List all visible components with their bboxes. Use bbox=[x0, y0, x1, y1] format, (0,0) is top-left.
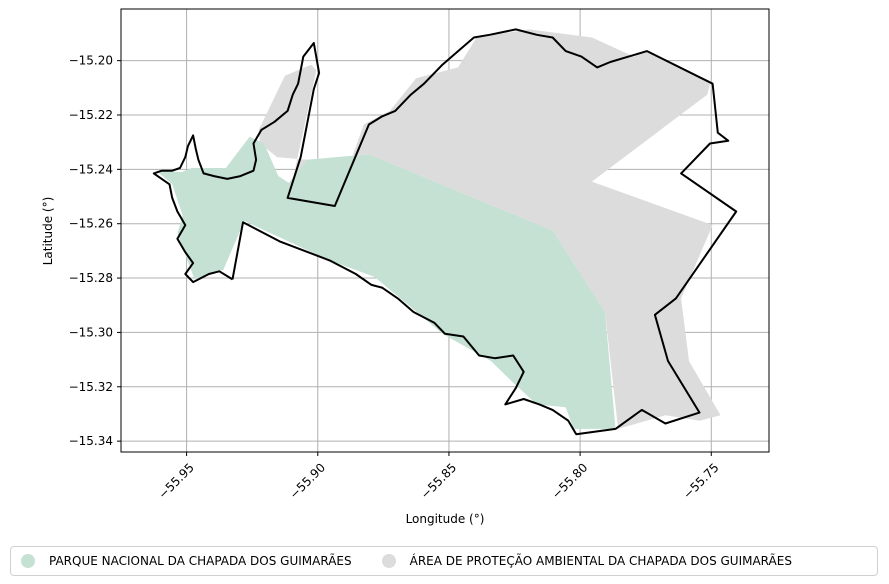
legend-marker-parque bbox=[21, 554, 35, 568]
y-tick-label: −15.20 bbox=[69, 54, 113, 68]
y-tick-label: −15.22 bbox=[69, 108, 113, 122]
y-tick-label: −15.26 bbox=[69, 217, 113, 231]
x-tick-label: −55.85 bbox=[418, 460, 459, 501]
legend: PARQUE NACIONAL DA CHAPADA DOS GUIMARÃES… bbox=[10, 546, 878, 576]
x-tick-label: −55.95 bbox=[156, 460, 197, 501]
y-axis-label: Latitude (°) bbox=[41, 197, 55, 266]
legend-item-apa: ÁREA DE PROTEÇÃO AMBIENTAL DA CHAPADA DO… bbox=[381, 554, 792, 568]
x-axis-label: Longitude (°) bbox=[406, 512, 485, 526]
legend-marker-apa bbox=[381, 554, 396, 568]
legend-label-apa: ÁREA DE PROTEÇÃO AMBIENTAL DA CHAPADA DO… bbox=[409, 554, 792, 568]
x-tick-label: −55.75 bbox=[680, 460, 721, 501]
x-tick-label: −55.90 bbox=[287, 460, 328, 501]
y-axis: −15.20 −15.22 −15.24 −15.26 −15.28 −15.30 −15.… bbox=[69, 54, 121, 448]
x-tick-label: −55.80 bbox=[549, 460, 590, 501]
y-tick-label: −15.30 bbox=[69, 325, 113, 339]
x-axis: −55.95 −55.90 −55.85 −55.80 −55.75 bbox=[156, 452, 722, 502]
legend-item-parque: PARQUE NACIONAL DA CHAPADA DOS GUIMARÃES bbox=[21, 554, 352, 568]
area-fills bbox=[156, 29, 721, 429]
boundary-outline bbox=[152, 28, 738, 436]
y-tick-label: −15.24 bbox=[69, 162, 113, 176]
plot-frame bbox=[120, 8, 770, 453]
y-tick-label: −15.34 bbox=[69, 434, 113, 448]
boundary-line bbox=[152, 28, 738, 436]
y-tick-label: −15.28 bbox=[69, 271, 113, 285]
apa-area bbox=[258, 29, 721, 429]
legend-label-parque: PARQUE NACIONAL DA CHAPADA DOS GUIMARÃES bbox=[49, 554, 352, 568]
y-tick-label: −15.32 bbox=[69, 380, 113, 394]
parque-area bbox=[156, 136, 616, 429]
